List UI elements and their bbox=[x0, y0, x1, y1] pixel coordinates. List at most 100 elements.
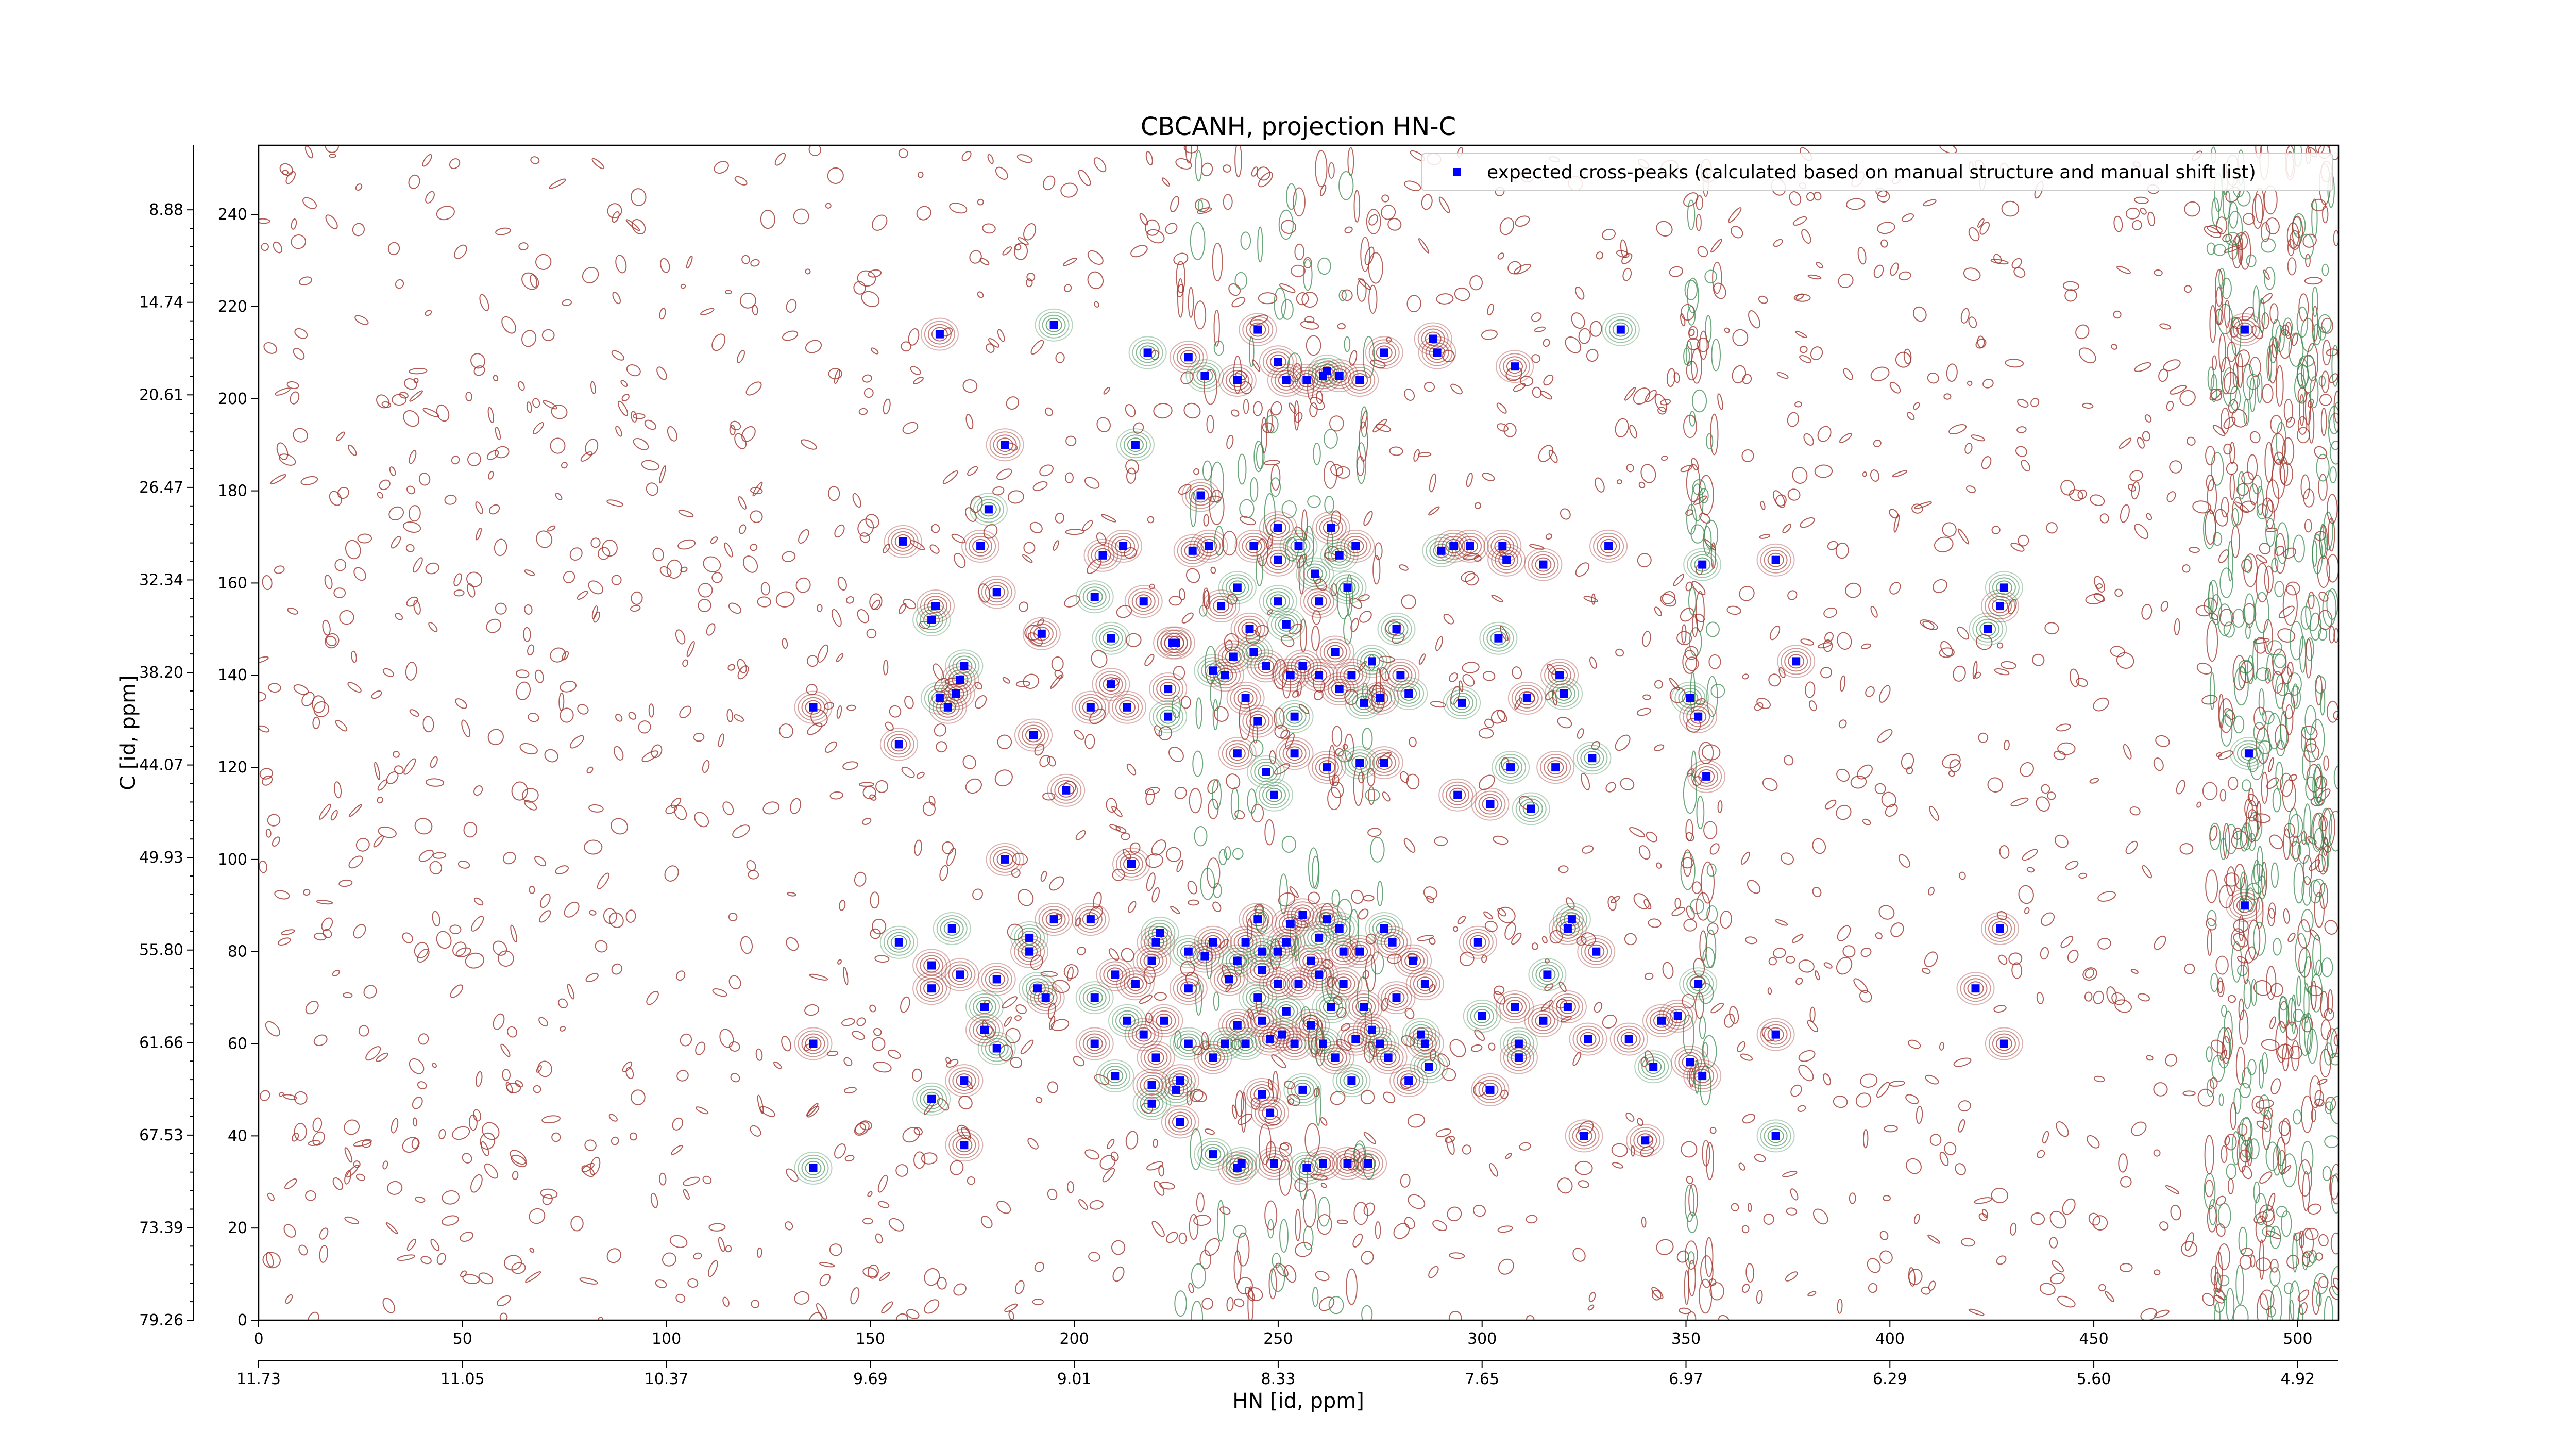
x-axis: 0 50 100 150 200 250 300 350 400 450 500 bbox=[253, 1320, 2312, 1348]
cross-peak-point bbox=[1616, 325, 1625, 334]
y-ppm-tick-label: 14.74 bbox=[139, 294, 183, 312]
cross-peak-point bbox=[1392, 625, 1401, 633]
cross-peak-point bbox=[1270, 1159, 1278, 1168]
cross-peak-point bbox=[1156, 929, 1164, 937]
cross-peak-point bbox=[1376, 1039, 1384, 1048]
cross-peak-point bbox=[943, 703, 952, 712]
cross-peak-point bbox=[927, 1094, 936, 1103]
cross-peak-point bbox=[1209, 666, 1217, 675]
cross-peak-point bbox=[1698, 1072, 1707, 1081]
cross-peak-point bbox=[2240, 901, 2249, 910]
cross-peak-point bbox=[1466, 542, 1474, 550]
cross-peak-point bbox=[935, 694, 944, 702]
cross-peak-point bbox=[1209, 1053, 1217, 1062]
y-tick-label: 200 bbox=[218, 390, 247, 408]
cross-peak-point bbox=[1184, 1039, 1193, 1048]
cross-peak-point bbox=[1473, 938, 1482, 947]
cross-peak-point bbox=[927, 984, 936, 993]
cross-peak-point bbox=[1563, 1003, 1572, 1011]
cross-peak-point bbox=[1253, 325, 1262, 334]
cross-peak-point bbox=[1351, 1035, 1360, 1043]
cross-peak-point bbox=[1449, 542, 1458, 550]
cross-peak-point bbox=[1139, 597, 1148, 606]
cross-peak-point bbox=[1673, 1012, 1682, 1020]
cross-peak-point bbox=[1686, 1058, 1694, 1067]
y-ppm-tick-label: 38.20 bbox=[139, 664, 183, 682]
cross-peak-point bbox=[1266, 1035, 1275, 1043]
cross-peak-point bbox=[1237, 1159, 1246, 1168]
cross-peak-point bbox=[1409, 956, 1417, 965]
y-tick-label: 180 bbox=[218, 482, 247, 500]
cross-peak-point bbox=[1302, 1164, 1311, 1172]
y-axis-title: C [id, ppm] bbox=[116, 675, 140, 790]
y-tick-label: 220 bbox=[218, 298, 247, 316]
cross-peak-point bbox=[1298, 911, 1307, 919]
cross-peak-point bbox=[1266, 1108, 1275, 1117]
cross-peak-point bbox=[1514, 1053, 1523, 1062]
y-ppm-tick-label: 73.39 bbox=[139, 1219, 183, 1237]
cross-peak-point bbox=[1290, 1039, 1299, 1048]
contour-layer bbox=[259, 145, 2338, 1320]
cross-peak-point bbox=[1351, 542, 1360, 550]
cross-peak-point bbox=[980, 1003, 989, 1011]
cross-peak-point bbox=[1307, 956, 1315, 965]
cross-peak-point bbox=[1368, 1025, 1376, 1034]
cross-peak-point bbox=[1290, 712, 1299, 721]
cross-peak-point bbox=[1241, 1039, 1250, 1048]
cross-peak-point bbox=[1274, 524, 1282, 532]
cross-peak-point bbox=[1209, 938, 1217, 947]
y-axis: 0 20 40 60 80 100 120 140 160 180 200 220 240 bbox=[218, 206, 259, 1329]
cross-peak-point bbox=[1184, 353, 1193, 362]
cross-peak-point bbox=[1172, 638, 1180, 647]
y-tick-label: 100 bbox=[218, 851, 247, 869]
cross-peak-point bbox=[1151, 1053, 1160, 1062]
x-ppm-tick-label: 6.97 bbox=[1669, 1370, 1703, 1388]
cross-peak-point bbox=[1592, 947, 1601, 956]
cross-peak-point bbox=[1131, 441, 1140, 449]
cross-peak-point bbox=[894, 740, 903, 749]
cross-peak-point bbox=[1641, 1136, 1650, 1145]
cross-peak-point bbox=[1506, 763, 1515, 772]
cross-peak-point bbox=[1563, 924, 1572, 933]
x-tick-label: 300 bbox=[1467, 1330, 1497, 1348]
cross-peak-point bbox=[1151, 938, 1160, 947]
cross-peak-point bbox=[1253, 993, 1262, 1002]
cross-peak-point bbox=[1624, 1035, 1633, 1043]
cross-peak-point bbox=[1098, 551, 1107, 560]
cross-peak-point bbox=[1025, 933, 1034, 942]
cross-peak-markers bbox=[809, 321, 2253, 1172]
cross-peak-point bbox=[1486, 1085, 1495, 1094]
cross-peak-point bbox=[1319, 1039, 1327, 1048]
cross-peak-point bbox=[1404, 1076, 1413, 1085]
x-tick-label: 100 bbox=[652, 1330, 681, 1348]
cross-peak-point bbox=[976, 542, 985, 550]
cross-peak-point bbox=[1360, 698, 1368, 707]
cross-peak-point bbox=[1262, 662, 1270, 670]
cross-peak-point bbox=[1514, 1039, 1523, 1048]
x-ppm-tick-label: 11.73 bbox=[236, 1370, 281, 1388]
cross-peak-point bbox=[1404, 689, 1413, 698]
cross-peak-point bbox=[1086, 703, 1095, 712]
cross-peak-point bbox=[1486, 800, 1495, 808]
cross-peak-point bbox=[1001, 441, 1009, 449]
cross-peak-point bbox=[1343, 1159, 1352, 1168]
x-ppm-tick-label: 9.69 bbox=[853, 1370, 888, 1388]
cross-peak-point bbox=[1792, 657, 1801, 666]
cross-peak-point bbox=[1396, 671, 1405, 680]
cross-peak-point bbox=[1702, 772, 1711, 781]
y-ppm-tick-label: 67.53 bbox=[139, 1126, 183, 1144]
x-ppm-tick-label: 4.92 bbox=[2280, 1370, 2315, 1388]
y-ppm-tick-label: 26.47 bbox=[139, 479, 183, 497]
cross-peak-point bbox=[809, 703, 818, 712]
cross-peak-point bbox=[1001, 855, 1009, 864]
cross-peak-point bbox=[1971, 984, 1980, 993]
x-tick-label: 200 bbox=[1060, 1330, 1089, 1348]
cross-peak-point bbox=[1253, 717, 1262, 726]
cross-peak-point bbox=[1323, 763, 1331, 772]
cross-peak-point bbox=[1323, 367, 1331, 376]
cross-peak-point bbox=[1274, 358, 1282, 366]
chart-title: CBCANH, projection HN-C bbox=[1141, 112, 1456, 141]
y-tick-label: 120 bbox=[218, 759, 247, 777]
y-tick-label: 40 bbox=[228, 1127, 247, 1145]
cross-peak-point bbox=[1278, 1030, 1286, 1039]
